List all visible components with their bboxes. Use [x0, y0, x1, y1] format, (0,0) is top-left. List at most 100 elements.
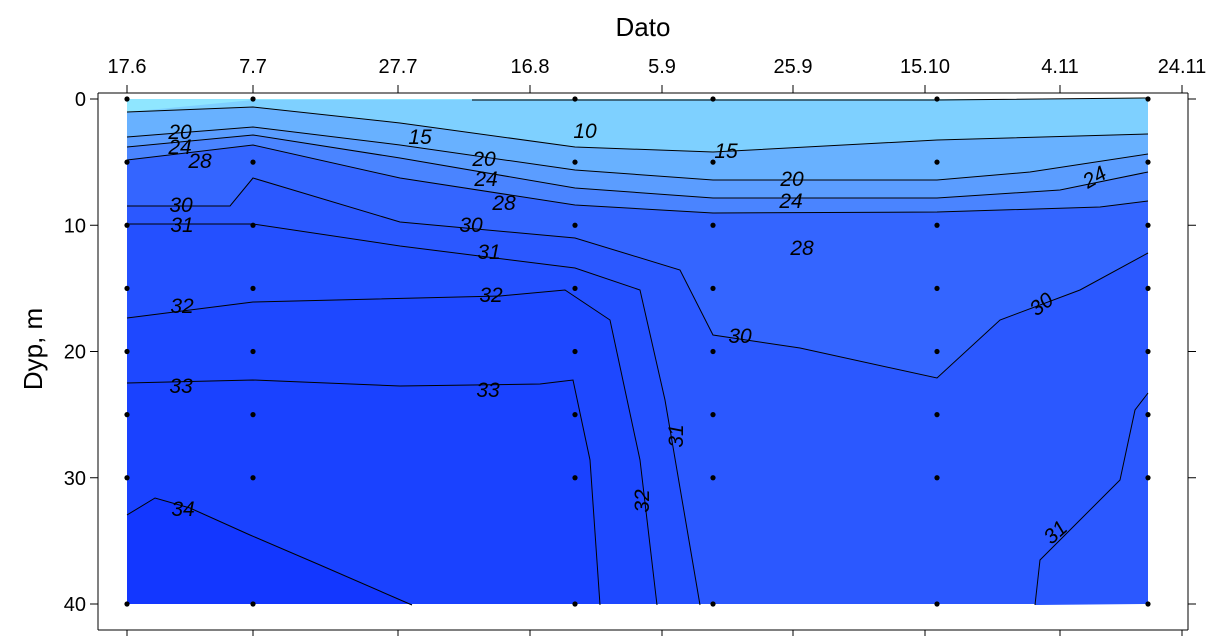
contour-label: 24	[167, 136, 191, 159]
contour-label: 28	[491, 192, 516, 215]
sample-point	[934, 96, 940, 102]
sample-point	[1145, 475, 1151, 481]
sample-point	[1145, 222, 1151, 228]
contour-label-group: 24	[778, 190, 802, 213]
contour-line-15	[126, 106, 1149, 153]
sample-point	[934, 601, 940, 607]
contour-fill-bands	[127, 98, 1148, 605]
contour-label-group: 28	[491, 192, 516, 215]
contour-label-group: 30	[459, 214, 483, 237]
contour-label-group: 20	[167, 121, 192, 144]
contour-label-group: 10	[573, 120, 597, 143]
y-tick-label: 40	[64, 594, 86, 616]
sample-point	[1145, 348, 1151, 355]
contour-label: 15	[408, 126, 432, 149]
sample-point	[934, 348, 940, 355]
contour-label-group: 28	[187, 150, 212, 173]
sample-point	[250, 222, 256, 228]
contour-label: 28	[187, 150, 212, 173]
contour-label-group: 33	[169, 375, 193, 398]
sample-point	[250, 348, 256, 355]
contour-label: 30	[459, 214, 483, 237]
sample-point	[250, 96, 256, 102]
x-tick-label: 4.11	[1041, 56, 1078, 78]
contour-label: 32	[170, 295, 194, 318]
contour-label-group: 28	[789, 237, 814, 260]
contour-label-group: 31	[665, 424, 688, 447]
sample-point	[124, 475, 130, 481]
contour-label-group: 24	[167, 136, 191, 159]
sample-point	[572, 159, 578, 165]
x-tick-label: 5.9	[648, 56, 676, 78]
sample-point	[572, 475, 578, 481]
contour-label-group: 30	[728, 325, 752, 348]
x-tick-label: 25.9	[774, 56, 813, 78]
sample-point	[250, 159, 256, 165]
sample-point	[572, 348, 578, 355]
sample-point	[934, 475, 940, 481]
x-tick-label: 24.11	[1158, 56, 1207, 78]
x-tick-label: 16.8	[511, 56, 550, 78]
sample-point	[124, 159, 130, 165]
x-axis-title: Dato	[616, 12, 671, 42]
sample-point	[572, 601, 578, 607]
sample-point	[934, 285, 940, 291]
sample-point	[124, 348, 130, 355]
contour-label: 24	[778, 190, 802, 213]
contour-label: 31	[170, 214, 193, 237]
contour-label-group: 24	[473, 168, 497, 191]
contour-label: 28	[789, 237, 814, 260]
band-lt10	[127, 98, 1148, 112]
contour-label-group: 15	[714, 140, 738, 163]
sample-points	[124, 96, 1151, 607]
sample-point	[250, 475, 256, 481]
contour-label-group: 15	[408, 126, 432, 149]
sample-point	[572, 285, 578, 291]
contour-label: 31	[477, 241, 500, 264]
band-10-15	[127, 99, 1148, 152]
contour-label: 20	[471, 148, 496, 171]
contour-label-group: 32	[479, 284, 503, 307]
contour-line-32	[126, 289, 658, 606]
contour-label-group: 32	[631, 489, 654, 513]
contour-line-31-right	[1034, 392, 1149, 606]
contour-label-group: 32	[170, 295, 194, 318]
sample-point	[124, 96, 130, 102]
contour-line-30	[127, 177, 1149, 379]
sample-point	[710, 475, 716, 481]
sample-point	[572, 412, 578, 418]
contour-label: 30	[728, 325, 752, 348]
contour-label-group: 33	[476, 379, 500, 402]
sample-point	[250, 285, 256, 291]
x-tick-label: 27.7	[379, 56, 418, 78]
contour-line-24	[126, 134, 1149, 199]
contour-label-group: 30	[169, 194, 193, 217]
contour-label: 32	[631, 489, 654, 513]
sample-point	[710, 159, 716, 165]
sample-point	[934, 159, 940, 165]
contour-label: 30	[169, 194, 193, 217]
y-axis-title: Dyp, m	[18, 308, 48, 390]
contour-label-group: 31	[170, 214, 193, 237]
sample-point	[250, 412, 256, 418]
x-tick-label: 7.7	[239, 56, 267, 78]
sample-point	[124, 412, 130, 418]
x-tick-label: 17.6	[108, 56, 147, 78]
contour-label-group: 31	[477, 241, 500, 264]
y-tick-label: 0	[75, 89, 86, 111]
sample-point	[124, 285, 130, 291]
contour-line-34	[126, 497, 413, 606]
band-30-31-right	[1035, 393, 1148, 605]
contour-label-group: 34	[171, 498, 194, 521]
y-tick-label: 10	[64, 215, 86, 237]
sample-point	[124, 222, 130, 228]
contour-label: 10	[573, 120, 597, 143]
contour-line-33	[126, 379, 601, 606]
sample-point	[710, 96, 716, 102]
sample-point	[1145, 285, 1151, 291]
contour-label: 33	[169, 375, 193, 398]
y-tick-label: 20	[64, 342, 86, 364]
sample-point	[572, 96, 578, 102]
contour-line-20	[126, 126, 1149, 181]
